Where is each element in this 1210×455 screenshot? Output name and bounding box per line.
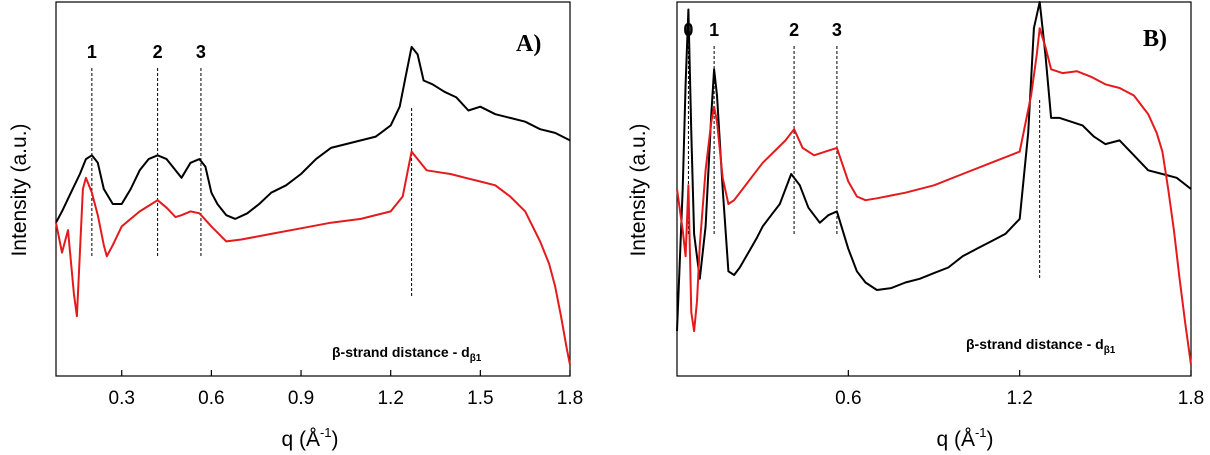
plot-frame: [676, 1, 1192, 377]
annotation-subscript: β1: [1104, 345, 1116, 356]
x-axis-ticks: [121, 370, 571, 376]
panel-label: A): [516, 31, 541, 57]
y-axis-label: Intensity (a.u.): [627, 123, 650, 256]
series-line-2: [676, 27, 1192, 365]
x-tick-label: 1.8: [557, 388, 583, 409]
peak-label: 1: [87, 42, 97, 62]
y-axis-label: Intensity (a.u.): [8, 123, 31, 256]
peak-label: 1: [709, 20, 719, 40]
annotation-subscript: β1: [470, 353, 482, 364]
x-axis-label-text: q (Å: [281, 428, 320, 451]
panel-label: B): [1143, 26, 1167, 52]
x-axis-tick-labels: 0.6 1.2 1.8: [835, 388, 1204, 409]
chart-panel-a: 0.3 0.6 0.9 1.2 1.5 1.8 1 2 3 A) β-strand dista…: [8, 1, 584, 451]
x-tick-label: 1.2: [1006, 388, 1032, 409]
x-tick-label: 1.5: [467, 388, 493, 409]
beta-strand-annotation: β-strand distance - dβ1: [332, 344, 482, 364]
annotation-text: β-strand distance - d: [966, 336, 1104, 352]
x-tick-label: 1.8: [1178, 388, 1204, 409]
series-line-1: [55, 45, 571, 224]
x-tick-label: 0.6: [198, 388, 224, 409]
series-layer: [676, 1, 1192, 365]
peak-label: 2: [153, 42, 163, 62]
series-layer: [55, 45, 571, 365]
x-tick-label: 0.6: [835, 388, 861, 409]
peak-label: 3: [832, 20, 842, 40]
plot-frame: [55, 1, 571, 377]
peak-guide-lines: [91, 68, 413, 298]
x-tick-label: 0.9: [288, 388, 314, 409]
annotation-text: β-strand distance - d: [332, 344, 470, 360]
beta-strand-annotation: β-strand distance - dβ1: [966, 336, 1116, 356]
peak-labels: 1 2 3: [87, 42, 206, 62]
peak-label: 0: [683, 20, 693, 40]
x-axis-label-close: ): [332, 428, 339, 451]
x-tick-label: 0.3: [109, 388, 135, 409]
x-axis-tick-labels: 0.3 0.6 0.9 1.2 1.5 1.8: [109, 388, 584, 409]
x-tick-label: 1.2: [377, 388, 403, 409]
x-axis-label-close: ): [987, 428, 994, 451]
x-axis-ticks: [847, 370, 1192, 376]
x-axis-label-superscript: -1: [975, 425, 987, 440]
peak-label: 2: [789, 20, 799, 40]
x-axis-label: q (Å-1): [936, 425, 993, 451]
x-axis-label-text: q (Å: [936, 428, 975, 451]
peak-label: 3: [196, 42, 206, 62]
series-line-2: [55, 150, 571, 365]
series-line-1: [676, 1, 1192, 332]
x-axis-label-superscript: -1: [320, 425, 332, 440]
x-axis-label: q (Å-1): [281, 425, 338, 451]
